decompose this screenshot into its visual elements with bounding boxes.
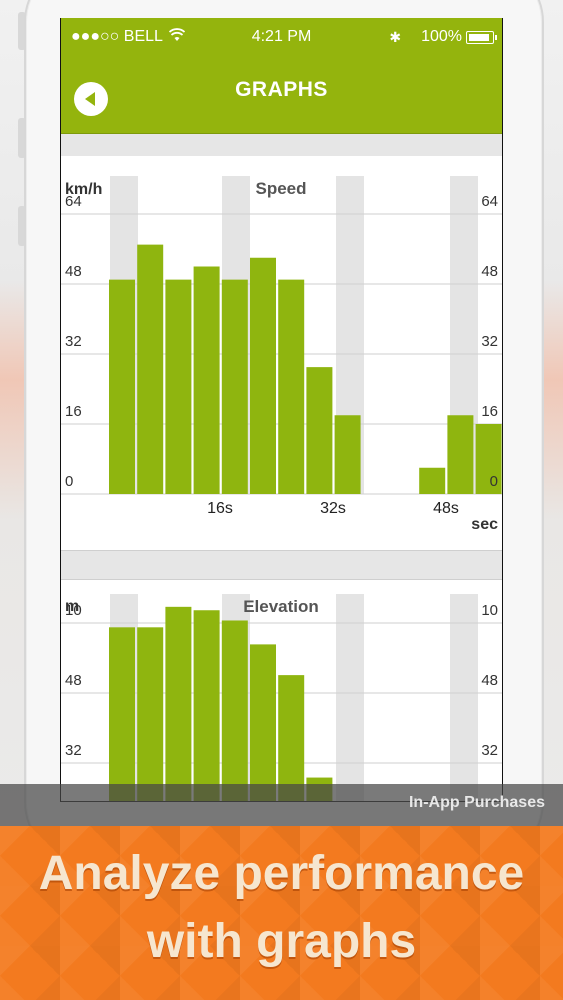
chart-gap-top [61, 134, 502, 156]
bluetooth-icon: ✱ [389, 28, 402, 45]
y-tick-left: 16 [65, 403, 82, 420]
page-title: GRAPHS [235, 78, 328, 101]
elevation-bar [165, 606, 192, 801]
chart-band [336, 594, 364, 801]
battery-icon [466, 30, 497, 44]
y-tick-left: 48 [65, 672, 82, 689]
battery-indicator: ✱ 100% [389, 28, 497, 46]
y-tick-left: 32 [65, 742, 82, 759]
speed-bar [109, 279, 135, 494]
x-tick-label: 16s [207, 500, 233, 517]
status-time: 4:21 PM [251, 28, 312, 45]
status-bar: ●●●○○ BELL 4:21 PM ✱ 100% [61, 18, 502, 56]
phone-screen: ●●●○○ BELL 4:21 PM ✱ 100% GRAPHS 0 0 16 16 3… [60, 18, 503, 802]
wifi-icon [168, 28, 186, 47]
elevation-bar [137, 627, 164, 801]
elevation-bar [250, 644, 276, 801]
y-tick-left: 32 [65, 333, 82, 350]
y-axis-label: m [65, 598, 79, 615]
speed-bar [306, 367, 333, 494]
elevation-bar [278, 675, 305, 801]
y-tick-left: 10 [65, 602, 82, 619]
carrier-label: ●●●○○ BELL [71, 28, 163, 45]
y-tick-right: 0 [490, 473, 498, 490]
y-tick-right: 32 [481, 333, 498, 350]
elevation-bar [109, 627, 135, 801]
x-tick-label: 48s [433, 500, 459, 517]
speed-bar [447, 415, 474, 494]
banner-headline-line2: with graphs [146, 915, 417, 968]
y-tick-right: 16 [481, 403, 498, 420]
elevation-bar [193, 610, 220, 801]
chart-band [450, 594, 478, 801]
banner-headline-line1: Analyze performance [38, 847, 525, 900]
x-axis-label: sec [471, 516, 498, 533]
x-tick-label: 32s [320, 500, 346, 517]
y-tick-right: 32 [481, 742, 498, 759]
speed-bar [475, 424, 502, 494]
y-tick-left: 0 [65, 473, 73, 490]
speed-bar [278, 279, 305, 494]
y-axis-label: km/h [65, 181, 102, 198]
y-tick-right: 48 [481, 263, 498, 280]
speed-bar [419, 467, 446, 494]
promo-banner: Analyze performance with graphs [0, 826, 563, 1000]
battery-percent: 100% [421, 28, 462, 45]
chart-gap-middle [61, 550, 502, 580]
speed-bar [165, 279, 192, 494]
y-tick-right: 64 [481, 193, 498, 210]
side-button-mute [18, 12, 26, 50]
side-button-volume-down [18, 206, 26, 246]
chart-title: Speed [255, 179, 306, 198]
back-button[interactable] [74, 82, 108, 116]
speed-bar [334, 415, 361, 494]
speed-bar [250, 257, 276, 494]
speed-bar [221, 279, 248, 494]
speed-bar [193, 266, 220, 494]
side-button-volume-up [18, 118, 26, 158]
chart-title: Elevation [243, 597, 319, 616]
in-app-purchases-label: In-App Purchases [408, 794, 545, 811]
nav-bar: GRAPHS [61, 56, 502, 134]
y-tick-right: 10 [481, 602, 498, 619]
y-tick-left: 64 [65, 193, 82, 210]
iap-overlay: In-App Purchases [0, 784, 563, 826]
speed-bar [137, 244, 164, 494]
y-tick-left: 48 [65, 263, 82, 280]
elevation-bar [221, 620, 248, 801]
y-tick-right: 48 [481, 672, 498, 689]
